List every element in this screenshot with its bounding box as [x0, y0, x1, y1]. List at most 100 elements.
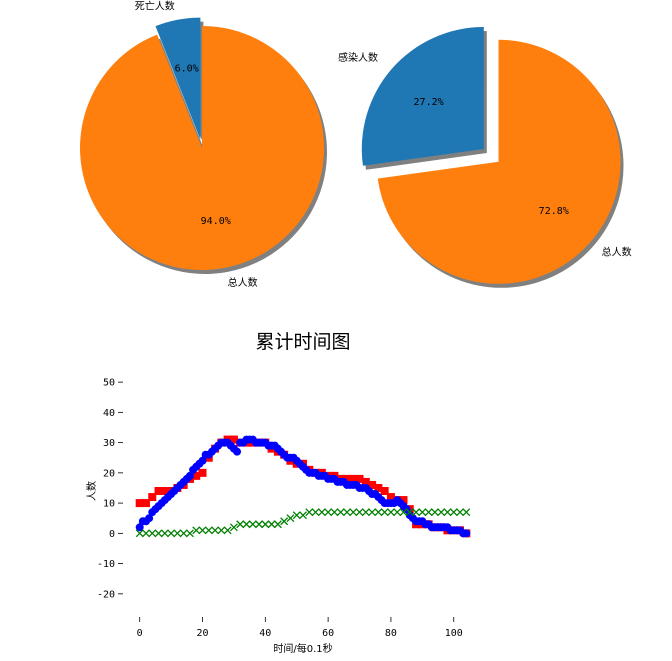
y-tick-label: 20	[103, 468, 115, 479]
slice-percent-label: 94.0%	[201, 216, 231, 227]
data-point	[242, 520, 251, 529]
data-point	[412, 508, 421, 517]
slice-percent-label: 6.0%	[175, 64, 199, 75]
data-point	[267, 520, 276, 529]
data-point	[449, 508, 458, 517]
data-point	[198, 468, 207, 477]
data-point	[418, 508, 427, 517]
data-point	[229, 523, 238, 532]
data-point	[430, 508, 439, 517]
x-tick-label: 0	[137, 628, 143, 639]
chart-title: 累计时间图	[255, 331, 350, 353]
data-point	[361, 477, 370, 486]
data-point	[374, 483, 383, 492]
data-point	[386, 508, 395, 517]
pie-chart-deaths: 6.0% 死亡人数 94.0% 总人数	[79, 0, 327, 289]
data-point	[462, 529, 471, 538]
y-tick-label: -20	[97, 589, 115, 600]
data-point	[336, 508, 345, 517]
y-tick-label: 40	[103, 408, 115, 419]
pie-chart-infections: 27.2% 感染人数 72.8% 总人数	[338, 26, 632, 288]
data-point	[380, 508, 389, 517]
pie-slice	[79, 26, 324, 270]
slice-label: 死亡人数	[135, 0, 175, 12]
data-point	[299, 511, 307, 520]
data-point	[141, 499, 150, 508]
data-point	[229, 435, 238, 444]
axes: 0 20 40 60 80 100 -20 -10 0 10 20 30 40 50	[97, 378, 463, 639]
data-point	[374, 508, 383, 517]
data-point	[154, 487, 163, 495]
x-tick-label: 60	[322, 628, 334, 639]
data-point	[424, 508, 433, 517]
x-tick-label: 80	[385, 628, 397, 639]
data-point	[198, 526, 207, 535]
data-point	[198, 456, 207, 465]
data-point	[167, 529, 176, 538]
y-tick-label: 30	[103, 438, 115, 449]
data-point	[160, 529, 169, 538]
x-tick-label: 20	[196, 628, 208, 639]
data-point	[160, 487, 169, 495]
data-point	[355, 508, 364, 517]
x-tick-label: 40	[259, 628, 271, 639]
data-point	[405, 508, 414, 517]
data-point	[462, 508, 471, 517]
y-tick-label: -10	[97, 559, 115, 570]
data-point	[211, 526, 220, 535]
data-point	[248, 520, 257, 529]
slice-percent-label: 72.8%	[539, 206, 569, 217]
plot-area	[135, 435, 471, 538]
data-point	[173, 529, 182, 538]
data-point	[185, 529, 194, 538]
data-point	[311, 508, 320, 517]
data-point	[393, 508, 402, 517]
data-point	[349, 508, 358, 517]
data-point	[437, 508, 446, 517]
data-point	[135, 529, 144, 538]
data-point	[286, 514, 295, 523]
data-point	[343, 508, 351, 517]
data-point	[305, 508, 314, 517]
data-point	[185, 471, 194, 480]
data-point	[192, 471, 201, 480]
data-point	[142, 529, 150, 538]
data-point	[443, 508, 452, 517]
data-point	[292, 511, 301, 520]
data-point	[145, 514, 154, 523]
data-point	[368, 480, 377, 489]
x-tick-label: 100	[445, 628, 463, 639]
data-point	[135, 523, 144, 532]
data-point	[355, 474, 364, 483]
y-axis-label: 人数	[85, 481, 98, 501]
data-point	[368, 508, 377, 517]
data-point	[179, 529, 188, 538]
y-tick-label: 10	[103, 499, 115, 510]
data-point	[317, 508, 326, 517]
data-point	[154, 529, 163, 538]
data-point	[330, 508, 339, 517]
series-x	[135, 508, 471, 538]
data-point	[261, 520, 270, 529]
y-tick-label: 0	[109, 529, 115, 540]
data-point	[399, 508, 408, 517]
data-point	[342, 474, 351, 483]
data-point	[324, 508, 333, 517]
data-point	[386, 493, 395, 502]
data-point	[280, 517, 289, 526]
data-point	[135, 499, 144, 508]
slice-label: 总人数	[228, 276, 258, 289]
data-point	[380, 487, 389, 495]
data-point	[236, 520, 245, 529]
slice-label: 总人数	[602, 246, 632, 259]
pie-slice	[377, 39, 621, 284]
data-point	[399, 496, 408, 505]
data-point	[223, 526, 232, 535]
slice-label: 感染人数	[338, 51, 378, 64]
cumulative-time-chart: 累计时间图 时间/每0.1秒 人数 0 20 40 60 80 100 -20 -10 0 10 2…	[85, 331, 471, 655]
data-point	[217, 526, 226, 535]
data-point	[255, 520, 263, 529]
data-point	[233, 447, 242, 456]
slice-percent-label: 27.2%	[414, 97, 444, 108]
